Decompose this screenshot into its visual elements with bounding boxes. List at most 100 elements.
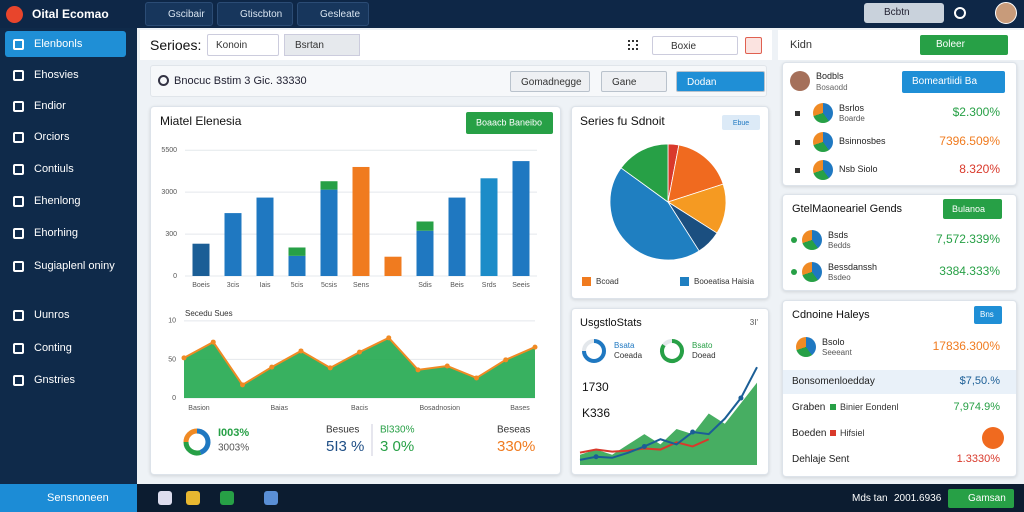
ring-segment [196, 428, 211, 455]
ring-label: Bsato [692, 341, 713, 350]
nav-item[interactable]: Gnstries [34, 374, 75, 386]
legend-swatch [582, 277, 591, 286]
summary-label: Bl330% [380, 425, 415, 436]
bar [256, 197, 274, 276]
point [532, 344, 538, 350]
x-label: Bacis [351, 405, 369, 412]
icon [954, 7, 966, 19]
nav-item[interactable]: Conting [34, 342, 72, 354]
bar [448, 197, 466, 276]
grid-icon[interactable] [628, 40, 638, 50]
start-button[interactable]: Sensnoneen [0, 484, 137, 512]
avatar[interactable] [995, 2, 1017, 24]
filter-button[interactable]: Gomadnegge [510, 71, 590, 92]
row-value: 8.320% [959, 162, 1000, 176]
x-tick-label: 5csis [321, 282, 337, 289]
point [738, 395, 744, 401]
row-icon [802, 262, 822, 282]
y-tick-label: 50 [168, 356, 176, 363]
summary-sub: 3003% [218, 443, 249, 454]
nav-item[interactable]: Ehenlong [34, 195, 81, 207]
chart-title: Secedu Sues [185, 309, 233, 318]
taskbar-icon[interactable] [186, 491, 200, 505]
profile-sub: Bosaodd [816, 83, 848, 92]
bar [480, 178, 498, 276]
button[interactable] [466, 112, 553, 134]
list-name: Bonsomenloedday [792, 376, 875, 387]
nav-icon [13, 132, 24, 143]
point [269, 364, 275, 370]
avatar [790, 71, 810, 91]
button[interactable]: Bns [974, 306, 1002, 324]
nav-item[interactable]: Endior [34, 100, 66, 112]
filter-button[interactable]: Gane [601, 71, 667, 92]
ring-segment [582, 339, 606, 363]
y-tick-label: 3000 [161, 189, 177, 196]
point [503, 357, 509, 363]
taskbar-icon[interactable] [158, 491, 172, 505]
button[interactable]: Gamsan [948, 489, 1014, 508]
button[interactable]: Bulanoa [943, 199, 1002, 219]
taskbar-icon[interactable] [264, 491, 278, 505]
point [298, 348, 304, 354]
floating-button[interactable] [982, 427, 1004, 449]
point [386, 335, 392, 341]
x-label: Baias [270, 405, 288, 412]
nav-icon [13, 101, 24, 112]
brand: Oital Ecomao [32, 7, 109, 21]
bar [288, 255, 306, 276]
x-tick-label: Iais [260, 282, 271, 289]
alert-icon[interactable] [745, 37, 762, 54]
list-icon [830, 430, 836, 436]
filter-button[interactable]: Dodan [676, 71, 765, 92]
select[interactable]: Konoin [207, 34, 279, 56]
list-name: Graben [792, 402, 826, 413]
tab[interactable]: Gtiscbton [217, 2, 293, 26]
y-tick-label: 0 [172, 395, 176, 402]
nav-item[interactable]: Orciors [34, 131, 70, 143]
nav-item[interactable]: Sugiaplenl oniny [34, 260, 115, 272]
point [641, 443, 647, 449]
summary-value: 3 0% [380, 438, 414, 455]
select[interactable]: Bsrtan [284, 34, 360, 56]
time: 2001.6936 [894, 493, 942, 504]
tab[interactable]: Gscibair [145, 2, 213, 26]
ring-label: Bsata [614, 341, 635, 350]
x-tick-label: Boeis [192, 282, 210, 289]
bullet [791, 237, 797, 243]
row-icon [813, 160, 833, 180]
row-sub: Bsdeo [828, 273, 851, 282]
row-icon [813, 103, 833, 123]
profile-name: Bodbls [816, 71, 844, 81]
row-icon [813, 132, 833, 152]
y-tick-label: 10 [168, 318, 176, 325]
nav-item[interactable]: Ehorhing [34, 227, 79, 239]
bar [384, 256, 402, 276]
button[interactable]: Boleer [920, 35, 1008, 55]
bar [224, 213, 242, 276]
row-icon [796, 337, 816, 357]
bullet [795, 168, 800, 173]
tab[interactable]: Gesleate [297, 2, 369, 26]
nav-active [5, 31, 126, 57]
row-name: Bessdanssh [828, 262, 878, 272]
button-label[interactable]: Boaacb Baneibo [476, 117, 542, 127]
pie-slice [667, 144, 724, 203]
nav-item[interactable]: Ehosvies [34, 69, 79, 81]
y-tick-label: 300 [165, 231, 177, 238]
x-tick-label: Beis [450, 282, 464, 289]
nav-item[interactable]: Elenbonls [34, 38, 83, 50]
x-tick-label: Srds [482, 282, 497, 289]
taskbar-icon[interactable] [220, 491, 234, 505]
brand-logo [6, 6, 23, 23]
pie-slice [667, 183, 727, 234]
button[interactable]: Bomeartiidi Ba [902, 71, 1005, 93]
nav-item[interactable]: Contiuls [34, 163, 74, 175]
card-title: GtelMaoneariel Gends [792, 203, 903, 215]
search-box[interactable]: Bcbtn [864, 3, 944, 23]
chart-title: Series fu Sdnoit [580, 114, 665, 128]
nav-item[interactable]: Uunros [34, 309, 70, 321]
ring-segment [660, 339, 684, 363]
search-box[interactable]: Boxie [652, 36, 738, 55]
